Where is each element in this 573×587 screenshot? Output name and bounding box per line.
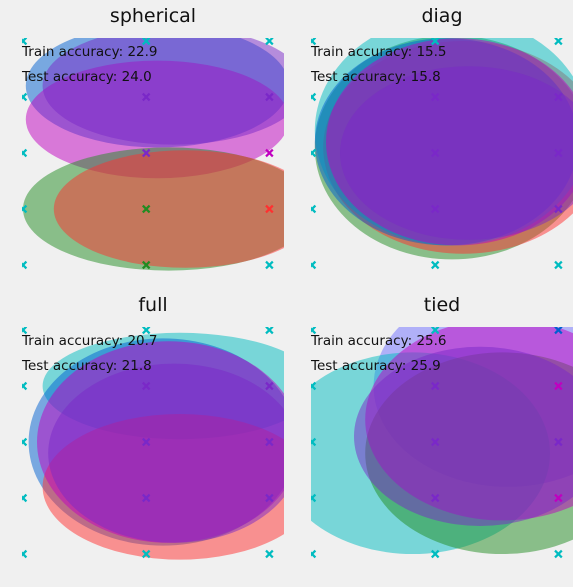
train-accuracy-label: Train accuracy: 25.6 — [311, 333, 447, 349]
data-point-marker — [311, 550, 316, 558]
data-point-marker — [431, 261, 439, 269]
data-point-marker — [22, 93, 27, 101]
data-point-marker — [265, 550, 273, 558]
data-point-marker — [265, 38, 273, 45]
data-point-marker — [311, 205, 316, 213]
test-accuracy-label: Test accuracy: 21.8 — [22, 358, 152, 374]
panel-tied: tied Train accuracy: 25.6 Test accuracy:… — [311, 327, 573, 587]
data-point-marker — [554, 38, 562, 45]
test-accuracy-label: Test accuracy: 25.9 — [311, 358, 441, 374]
data-point-marker — [22, 382, 27, 390]
train-accuracy-label: Train accuracy: 20.7 — [22, 333, 158, 349]
panel-full: full Train accuracy: 20.7 Test accuracy:… — [22, 327, 284, 587]
train-accuracy-label: Train accuracy: 15.5 — [311, 44, 447, 60]
panel-title: spherical — [22, 5, 284, 27]
test-accuracy-label: Test accuracy: 15.8 — [311, 69, 441, 85]
data-point-marker — [311, 93, 316, 101]
train-accuracy-label: Train accuracy: 22.9 — [22, 44, 158, 60]
panel-title: tied — [311, 294, 573, 316]
data-point-marker — [22, 149, 27, 157]
figure: spherical Train accuracy: 22.9 Test accu… — [0, 0, 573, 564]
data-point-marker — [554, 550, 562, 558]
data-point-marker — [22, 494, 27, 502]
data-point-marker — [22, 550, 27, 558]
data-point-marker — [265, 261, 273, 269]
data-point-marker — [22, 261, 27, 269]
panel-diag: diag Train accuracy: 15.5 Test accuracy:… — [311, 38, 573, 298]
data-point-marker — [265, 327, 273, 334]
test-accuracy-label: Test accuracy: 24.0 — [22, 69, 152, 85]
panel-title: diag — [311, 5, 573, 27]
data-point-marker — [22, 438, 27, 446]
panel-title: full — [22, 294, 284, 316]
panel-spherical: spherical Train accuracy: 22.9 Test accu… — [22, 38, 284, 298]
data-point-marker — [554, 261, 562, 269]
data-point-marker — [311, 261, 316, 269]
